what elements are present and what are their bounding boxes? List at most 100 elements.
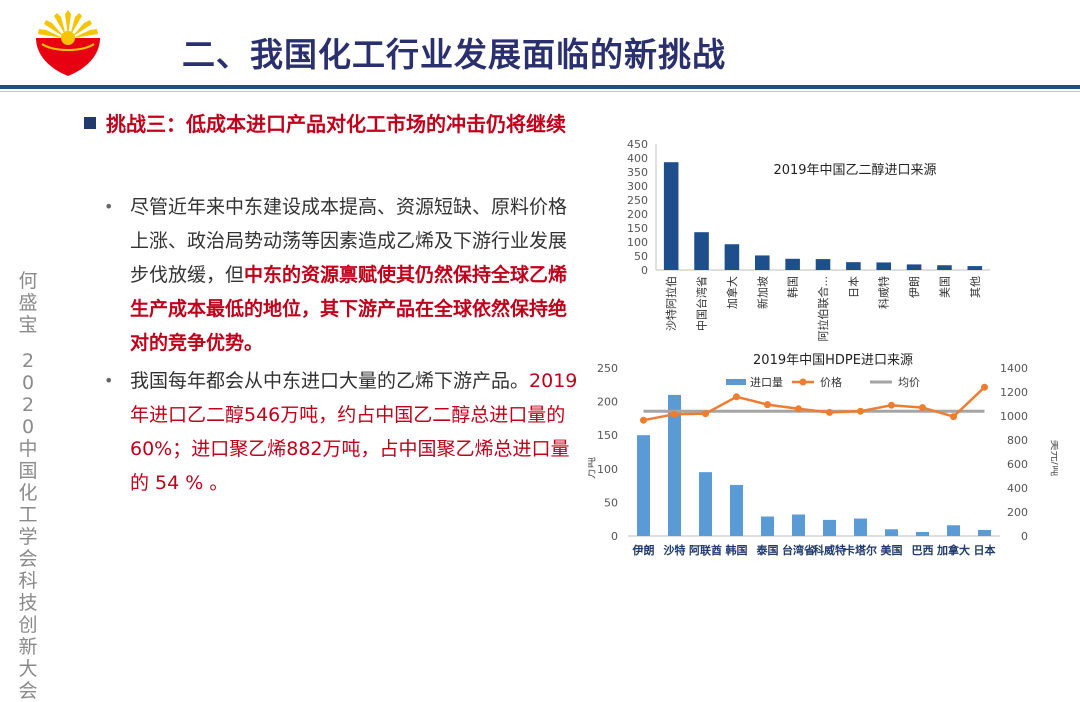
square-bullet-icon [84,117,96,129]
x-tick-label: 阿联酋 [689,543,722,557]
price-point [919,404,926,412]
chart-hdpe-imports: 2019年中国HDPE进口来源 进口量 价格 均价 0 50 100 150 200 250 0… [588,353,1058,557]
y-tick-label-left: 200 [597,396,618,409]
price-line [643,386,986,422]
y-tick-label-left: 50 [604,496,618,509]
x-tick-label: 科威特 [877,276,891,309]
x-tick-label: 新加坡 [755,276,769,309]
y-tick-label: 150 [627,222,648,235]
x-tick-label: 美国 [938,276,951,298]
y-tick-label-right: 600 [1007,458,1028,471]
y-tick-label-right: 200 [1007,506,1028,519]
y-tick-label: 300 [627,180,648,193]
y-tick-label: 0 [641,264,648,277]
x-tick-label: 加拿大 [936,543,970,557]
x-tick-label: 卡塔尔 [844,543,877,557]
bar [636,435,651,536]
y-tick-label: 250 [627,194,648,207]
x-tick-label: 伊朗 [632,543,655,557]
chart-title: 2019年中国乙二醇进口来源 [773,162,936,178]
x-tick-label: 中国台湾省 [695,276,709,331]
price-point [702,410,709,418]
bar [977,529,992,536]
header-rule-thin [0,91,1080,92]
y-axis-label-left: 万吨 [588,457,597,479]
x-tick-label: 其他 [969,276,982,298]
chart-ethylene-glycol-imports: 2019年中国乙二醇进口来源 0501001502002503003504004… [627,138,990,342]
legend-marker [799,378,807,386]
y-tick-label-right: 1400 [1000,362,1028,375]
header-rule [0,85,1080,89]
x-tick-label: 韩国 [786,276,800,298]
x-tick-label: 日本 [846,276,860,298]
price-point [733,393,740,401]
bar [876,262,892,270]
x-tick-label: 韩国 [726,543,748,557]
price-point [888,401,895,409]
x-tick-label: 美国 [881,543,903,557]
legend-swatch [726,379,746,385]
bullet-emphasis: 中东的资源禀赋使其仍然保持全球乙烯生产成本最低的地位，其下游产品在全球依然保持绝… [130,264,568,354]
challenge-heading: 挑战三：低成本进口产品对化工市场的冲击仍将继续 [84,108,566,137]
bar [698,472,713,536]
bullet-text: 我国每年都会从中东进口大量的乙烯下游产品。 [130,370,530,392]
y-tick-label-left: 150 [597,429,618,442]
bullet-text: 尽管近年来中东建设成本提高、资源短缺、原料价格上涨、政治局势动荡等因素造成乙烯及… [130,196,568,286]
bar [915,531,930,536]
bar [937,265,952,270]
x-tick-label: 伊朗 [908,276,921,298]
y-tick-label: 100 [627,236,648,249]
x-tick-label: 沙特 [664,543,686,557]
price-point [950,413,957,421]
y-tick-label-right: 400 [1007,482,1028,495]
y-tick-label-right: 1000 [1000,410,1028,423]
bar [729,484,744,536]
bar [815,259,831,270]
x-tick-label: 沙特阿拉伯 [664,276,678,331]
bar [754,255,770,270]
bullet-dot-icon: • [104,197,114,216]
bar [906,264,922,270]
price-point [826,408,833,416]
y-tick-label-right: 0 [1021,530,1028,543]
x-tick-label: 台湾省 [782,543,815,557]
y-tick-label: 200 [627,208,648,221]
bar [946,525,961,536]
y-tick-label-right: 1200 [1000,386,1028,399]
bar [667,394,682,536]
y-tick-label-left: 250 [597,362,618,375]
y-tick-label: 450 [627,138,648,151]
bar [846,262,861,270]
x-tick-label: 加拿大 [725,276,739,309]
bar [724,244,740,270]
bar [760,516,775,536]
bar [663,162,679,270]
x-tick-label: 日本 [974,543,996,557]
y-tick-label-left: 100 [597,463,618,476]
bullet-dot-icon: • [104,371,114,390]
price-point [640,416,647,424]
page-title: 二、我国化工行业发展面临的新挑战 [182,35,726,74]
x-tick-label: 泰国 [756,543,779,557]
x-tick-label: 科威特 [813,543,846,557]
price-point [981,383,988,391]
bar [967,266,983,270]
bullet-list: • 尽管近年来中东建设成本提高、资源短缺、原料价格上涨、政治局势动荡等因素造成乙… [100,190,580,504]
chart-title: 2019年中国HDPE进口来源 [753,353,913,368]
side-author: 何盛宝 [18,270,38,336]
y-axis-label-right: 美元/吨 [1049,440,1058,477]
company-logo [36,10,100,76]
price-point [671,410,678,418]
y-tick-label-left: 0 [611,530,618,543]
bar [791,514,806,536]
y-tick-label: 400 [627,152,648,165]
x-tick-label: 巴西 [912,544,934,557]
legend-label: 价格 [820,375,842,389]
bullet-highlight: 2019年进口乙二醇546万吨，约占中国乙二醇总进口量的60%；进口聚乙烯882… [130,370,578,494]
bar [853,518,868,536]
y-tick-label-right: 800 [1007,434,1028,447]
bar [694,232,709,270]
y-tick-label: 50 [634,250,648,263]
bullet-item: • 尽管近年来中东建设成本提高、资源短缺、原料价格上涨、政治局势动荡等因素造成乙… [100,190,580,360]
